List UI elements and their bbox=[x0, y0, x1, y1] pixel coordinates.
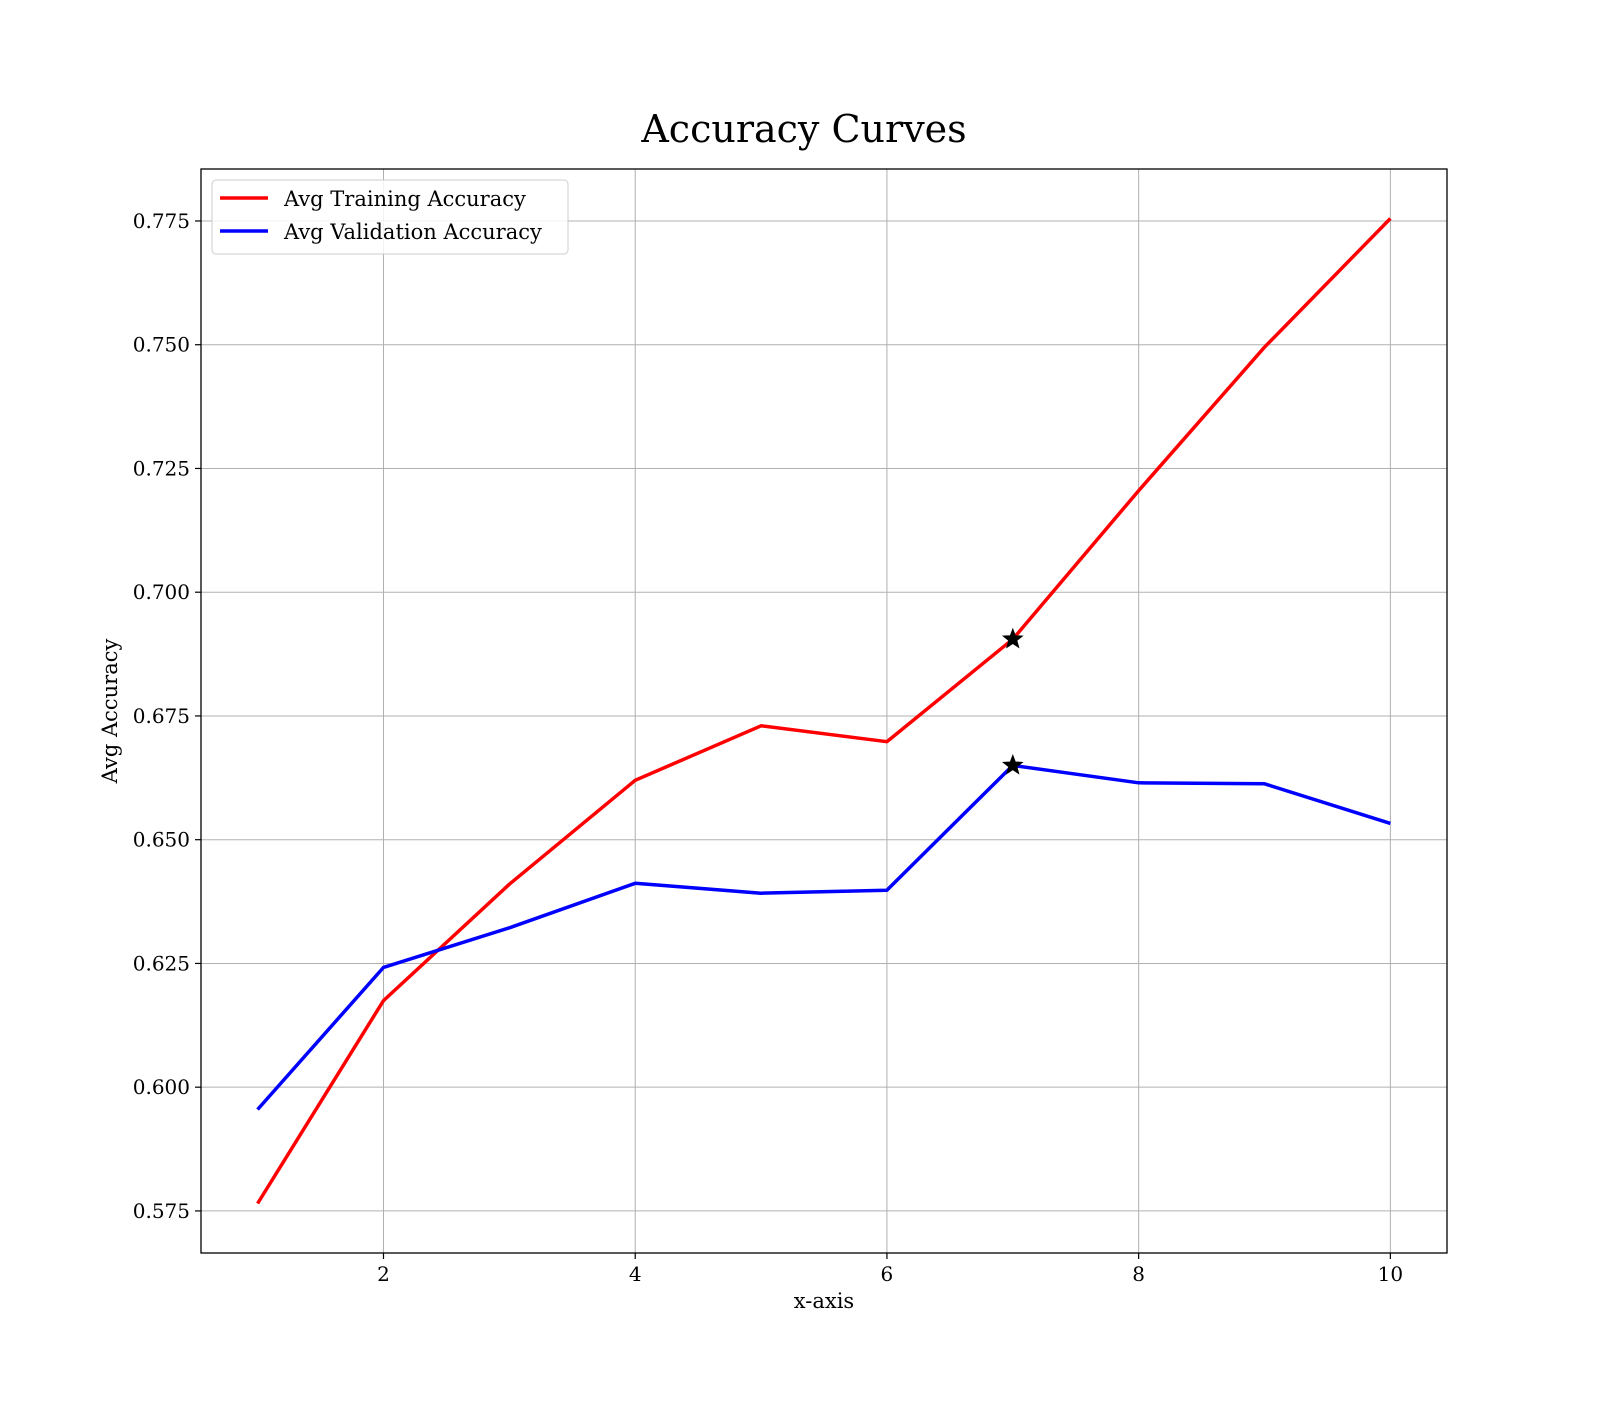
legend: Avg Training Accuracy Avg Validation Acc… bbox=[211, 179, 569, 255]
y-axis-ticks: 0.575 0.600 0.625 0.650 0.675 0.700 0.725 0.750… bbox=[133, 209, 201, 1223]
y-tick-label: 0.750 bbox=[133, 333, 190, 357]
x-tick-label: 8 bbox=[1132, 1262, 1145, 1286]
star-marker-icon bbox=[1001, 627, 1024, 649]
y-tick-label: 0.600 bbox=[133, 1075, 190, 1099]
y-tick-label: 0.625 bbox=[133, 951, 190, 975]
x-tick-label: 4 bbox=[629, 1262, 642, 1286]
y-tick-label: 0.675 bbox=[133, 704, 190, 728]
x-axis-ticks: 2 4 6 8 10 bbox=[377, 1253, 1403, 1286]
y-tick-label: 0.725 bbox=[133, 456, 190, 480]
x-tick-label: 2 bbox=[377, 1262, 390, 1286]
validation-accuracy-line bbox=[256, 763, 1391, 1111]
legend-box bbox=[211, 179, 569, 255]
x-tick-label: 10 bbox=[1378, 1262, 1403, 1286]
y-tick-label: 0.700 bbox=[133, 580, 190, 604]
x-axis-label: x-axis bbox=[794, 1289, 854, 1313]
star-markers bbox=[1001, 627, 1024, 775]
grid-lines bbox=[201, 169, 1447, 1253]
series-lines bbox=[256, 217, 1392, 1205]
y-tick-label: 0.650 bbox=[133, 828, 190, 852]
y-tick-label: 0.775 bbox=[133, 209, 190, 233]
y-tick-label: 0.575 bbox=[133, 1199, 190, 1223]
star-marker-icon bbox=[1001, 753, 1024, 775]
x-tick-label: 6 bbox=[881, 1262, 894, 1286]
chart-title: Accuracy Curves bbox=[640, 107, 966, 151]
legend-label-training: Avg Training Accuracy bbox=[283, 187, 526, 211]
training-accuracy-line bbox=[256, 217, 1392, 1205]
plot-area-frame bbox=[200, 168, 1448, 1254]
y-axis-label: Avg Accuracy bbox=[98, 639, 122, 785]
legend-label-validation: Avg Validation Accuracy bbox=[283, 220, 542, 244]
